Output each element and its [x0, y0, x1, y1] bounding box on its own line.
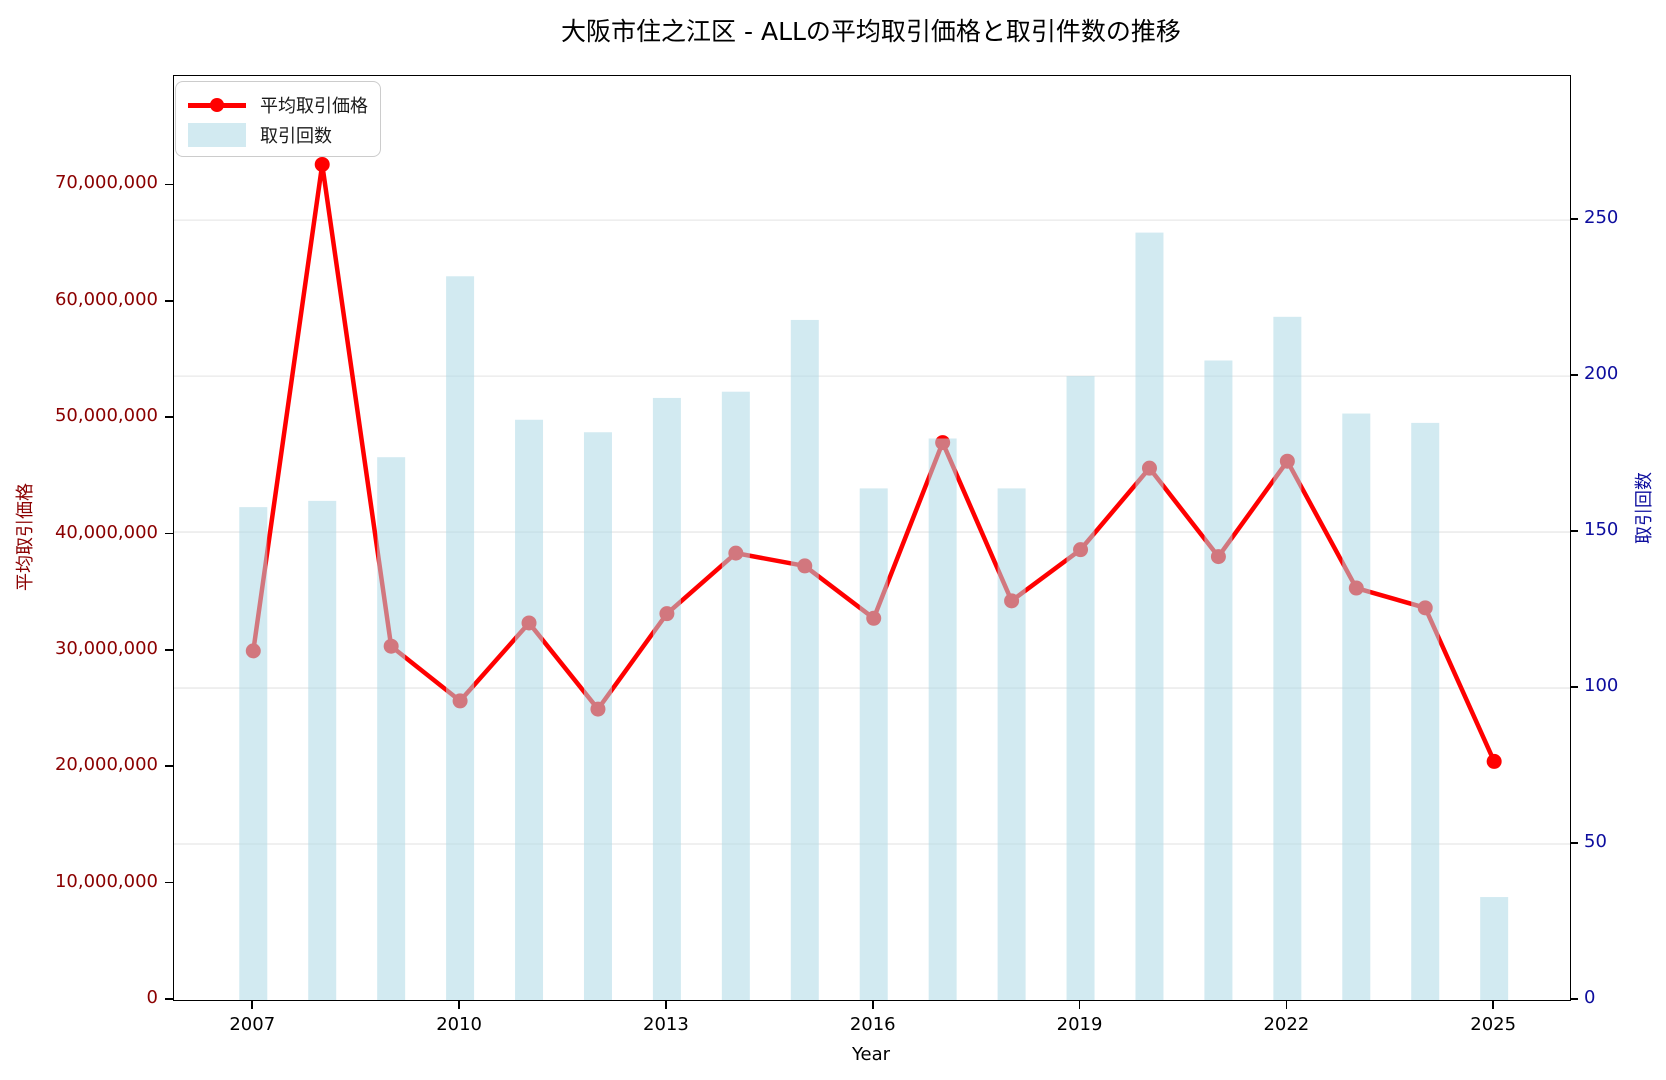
count-bar — [859, 488, 888, 1000]
left-axis-title: 平均取引価格 — [15, 483, 36, 591]
x-tick-label: 2007 — [229, 1014, 276, 1035]
count-bar — [515, 419, 544, 1000]
chart-title: 大阪市住之江区 - ALLの平均取引価格と取引件数の推移 — [561, 17, 1181, 46]
plot-area — [173, 75, 1571, 1001]
legend-bar-swatch-icon — [188, 123, 246, 147]
legend: 平均取引価格 取引回数 — [175, 81, 381, 157]
count-bar — [239, 507, 268, 1000]
count-bar — [928, 438, 957, 1000]
y-left-tick — [165, 183, 173, 186]
y-left-tick-label: 30,000,000 — [54, 637, 158, 659]
legend-line-marker-icon — [188, 98, 246, 112]
y-right-tick — [1570, 842, 1578, 844]
y-left-tick — [165, 765, 173, 768]
count-bar — [1066, 376, 1095, 1000]
legend-price-label: 平均取引価格 — [260, 96, 368, 117]
x-tick-label: 2016 — [849, 1014, 896, 1035]
count-bar — [583, 432, 612, 1000]
y-right-tick — [1570, 374, 1578, 376]
x-tick — [1492, 1001, 1494, 1009]
y-left-tick-label: 50,000,000 — [54, 405, 158, 427]
count-bar — [1273, 316, 1302, 1000]
right-axis-title: 取引回数 — [1634, 472, 1655, 544]
y-left-tick — [165, 532, 173, 535]
x-tick-label: 2022 — [1263, 1014, 1310, 1035]
x-tick — [251, 1001, 254, 1009]
count-bar — [721, 391, 750, 1000]
y-right-tick — [1570, 530, 1578, 532]
price-marker — [314, 156, 330, 172]
x-axis-title: Year — [851, 1044, 891, 1065]
y-right-tick-label: 0 — [1584, 987, 1596, 1008]
y-left-tick — [165, 998, 173, 1000]
plot-canvas — [174, 156, 1570, 1000]
y-left-tick — [165, 299, 173, 302]
count-bar — [377, 457, 406, 1000]
y-left-tick-label: 0 — [146, 987, 158, 1008]
y-right-tick-label: 50 — [1584, 831, 1607, 853]
x-tick — [871, 1001, 874, 1009]
x-tick — [665, 1001, 667, 1009]
legend-count-label: 取引回数 — [260, 126, 332, 147]
y-right-tick-label: 250 — [1584, 207, 1619, 229]
y-left-tick-label: 10,000,000 — [54, 870, 158, 892]
count-bar — [308, 500, 337, 1000]
y-right-tick-label: 200 — [1584, 363, 1619, 385]
y-left-tick-label: 60,000,000 — [54, 288, 158, 310]
y-left-tick-label: 20,000,000 — [54, 754, 158, 776]
y-right-tick-label: 150 — [1584, 519, 1619, 541]
x-tick-label: 2019 — [1056, 1014, 1103, 1035]
count-bar — [1204, 360, 1233, 1000]
y-left-tick-label: 70,000,000 — [54, 172, 158, 194]
count-bar — [446, 276, 475, 1000]
count-bar — [997, 488, 1026, 1000]
y-right-tick — [1570, 998, 1578, 1000]
legend-item-count: 取引回数 — [188, 120, 370, 150]
y-left-tick — [165, 649, 173, 651]
x-tick-label: 2010 — [436, 1014, 482, 1035]
legend-item-price: 平均取引価格 — [188, 90, 370, 120]
count-bar — [1342, 413, 1371, 1000]
x-tick-label: 2013 — [643, 1014, 689, 1035]
x-tick-label: 2025 — [1470, 1014, 1517, 1035]
x-tick — [1285, 1001, 1288, 1009]
count-bar — [652, 397, 681, 1000]
y-right-tick — [1570, 686, 1578, 688]
y-left-tick — [165, 881, 173, 884]
price-marker — [1486, 753, 1502, 769]
count-bar — [1411, 422, 1440, 1000]
x-tick — [1078, 1001, 1081, 1009]
y-left-tick — [165, 416, 173, 418]
count-bar — [1480, 897, 1509, 1000]
x-tick — [458, 1001, 460, 1009]
y-left-tick-label: 40,000,000 — [54, 521, 158, 543]
count-bar — [790, 319, 819, 1000]
y-right-tick-label: 100 — [1584, 675, 1619, 697]
count-bar — [1135, 232, 1164, 1000]
y-right-tick — [1570, 218, 1578, 220]
